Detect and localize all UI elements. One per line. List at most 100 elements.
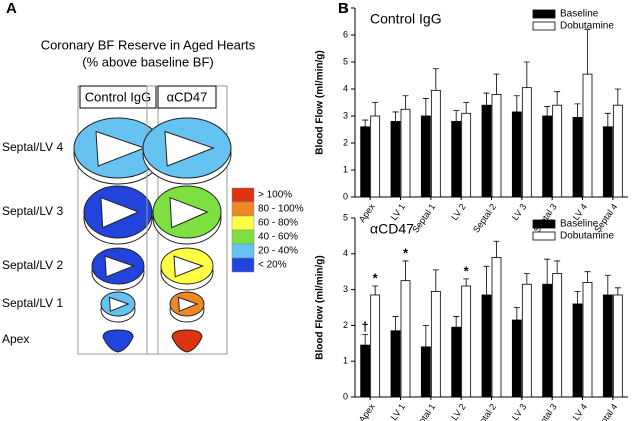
significance-marker: *	[373, 270, 379, 285]
y-tick-label: 5	[343, 212, 348, 222]
y-tick-label: 4	[343, 248, 348, 258]
error-bar	[372, 102, 379, 116]
error-bar	[523, 273, 530, 285]
error-bar	[453, 316, 460, 328]
bar	[511, 319, 522, 398]
bar	[521, 283, 532, 398]
x-tick-label: LV 1	[389, 202, 407, 222]
bar	[390, 330, 401, 398]
error-bar	[392, 316, 399, 331]
bar	[542, 115, 553, 198]
slice-lumen	[108, 296, 130, 312]
slice-lumen	[95, 130, 146, 167]
bar	[521, 87, 532, 198]
y-tick-label: 7	[343, 2, 348, 12]
scale-label: 20 - 40%	[258, 246, 298, 257]
bar	[572, 303, 583, 398]
legend-label: Baseline	[560, 9, 599, 20]
error-bar	[604, 274, 611, 295]
x-tick-label: Septal 2	[471, 402, 498, 421]
bar	[582, 282, 593, 398]
scale-label: < 20%	[258, 260, 287, 271]
bar	[400, 108, 411, 198]
x-tick-label: LV 2	[449, 202, 467, 222]
bar	[390, 121, 401, 198]
row-label: Septal/LV 3	[2, 204, 63, 218]
group-label-box	[79, 85, 157, 109]
x-tick-label: LV 2	[449, 402, 467, 421]
chart-title: Control IgG	[370, 11, 442, 27]
y-tick-label: 6	[343, 29, 348, 39]
bar	[400, 280, 411, 398]
bar	[360, 344, 371, 398]
y-tick-label: 5	[343, 56, 348, 66]
group-label: Control IgG	[85, 89, 151, 104]
y-tick-label: 2	[343, 137, 348, 147]
error-bar	[453, 110, 460, 122]
y-tick-label: 3	[343, 284, 348, 294]
y-tick-label: 0	[343, 191, 348, 201]
error-bar	[614, 287, 621, 295]
error-bar	[604, 112, 611, 127]
y-tick-label: 1	[343, 356, 348, 366]
legend-swatch	[532, 9, 556, 19]
x-tick-label: LV 3	[510, 202, 528, 222]
bar	[420, 115, 431, 198]
legend-swatch	[532, 231, 556, 241]
slice-lumen	[104, 255, 136, 278]
error-bar	[513, 95, 520, 112]
chart-title: αCD47	[370, 221, 414, 237]
error-bar	[513, 307, 520, 321]
bar	[451, 326, 462, 398]
error-bar	[584, 29, 591, 75]
bar	[582, 73, 593, 198]
error-bar	[432, 68, 439, 91]
error-bar	[392, 111, 399, 122]
significance-marker: *	[464, 263, 470, 278]
error-bar	[422, 98, 429, 116]
error-bar	[493, 73, 500, 95]
legend-swatch	[532, 219, 556, 229]
bar	[572, 116, 583, 198]
panel-title: Coronary BF Reserve in Aged Hearts	[41, 37, 256, 52]
x-tick-label: Septal 3	[532, 402, 559, 421]
x-tick-label: LV 1	[389, 402, 407, 421]
error-bar	[372, 285, 379, 295]
slice-lumen	[164, 130, 215, 167]
panel-label: B	[338, 0, 349, 17]
row-label: Septal/LV 4	[2, 140, 63, 154]
error-bar	[402, 95, 409, 110]
legend-swatch	[532, 21, 556, 31]
bar	[552, 104, 563, 198]
error-bar	[402, 260, 409, 281]
panel-label: A	[6, 0, 17, 17]
error-bar	[483, 92, 490, 106]
y-tick-label: 3	[343, 110, 348, 120]
scale-swatch	[231, 243, 255, 259]
error-bar	[422, 325, 429, 347]
scale-swatch	[231, 257, 255, 273]
slice-lumen	[169, 196, 209, 229]
error-bar	[463, 278, 470, 287]
scale-swatch	[231, 187, 255, 203]
bar	[420, 346, 431, 398]
y-axis-label: Blood Flow (ml/min/g)	[315, 255, 326, 359]
error-bar	[554, 260, 561, 274]
x-tick-label: Septal 1	[410, 202, 437, 235]
y-tick-label: 2	[343, 320, 348, 330]
error-bar	[574, 103, 581, 118]
group-label-box	[157, 85, 217, 109]
error-bar	[463, 102, 470, 114]
y-tick-label: 1	[343, 164, 348, 174]
bar	[602, 126, 613, 198]
bar	[481, 294, 492, 398]
row-label: Septal/LV 2	[2, 258, 63, 272]
bar	[461, 285, 472, 398]
legend-label: Dobutamine	[560, 231, 614, 242]
bar	[360, 126, 371, 198]
error-bar	[544, 106, 551, 116]
bar	[430, 290, 441, 398]
bar	[430, 89, 441, 198]
row-label: Apex	[2, 332, 29, 346]
error-bar	[483, 265, 490, 295]
